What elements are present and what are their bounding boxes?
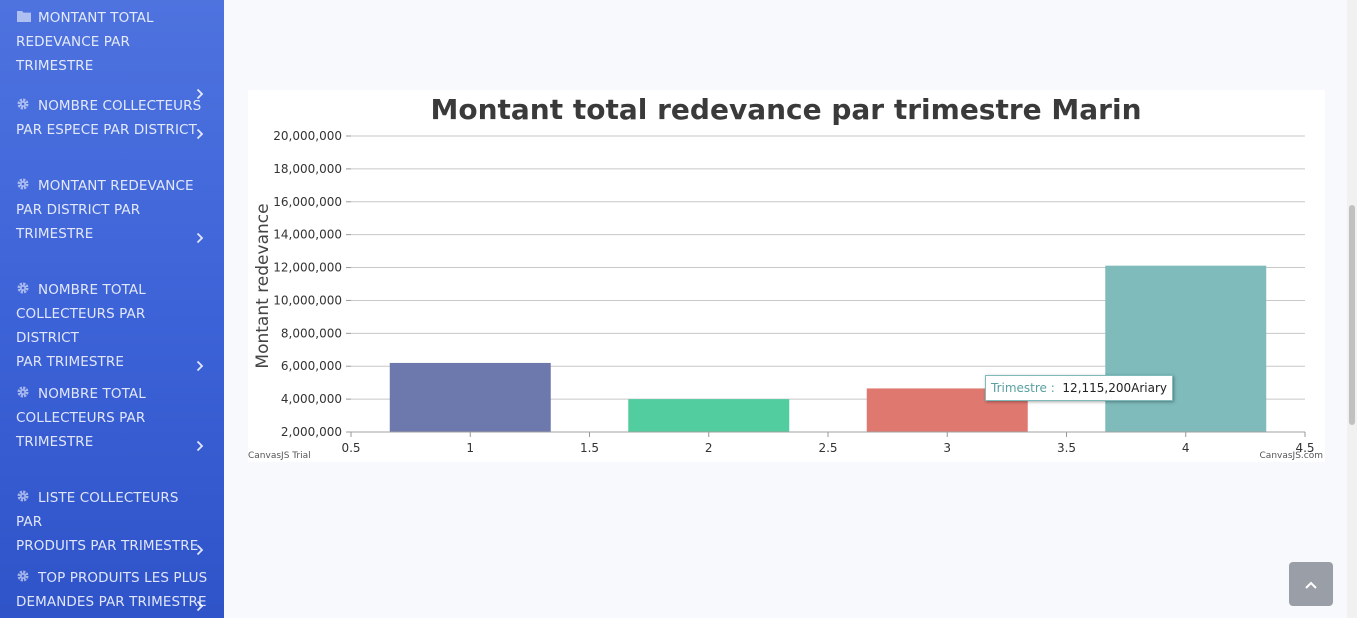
y-tick-label: 10,000,000 <box>273 293 342 307</box>
y-tick-label: 4,000,000 <box>281 392 342 406</box>
sidebar-item-label: MONTANT TOTAL <box>38 10 154 26</box>
chart-card: Montant total redevance par trimestre Ma… <box>248 90 1325 462</box>
sidebar-item-label: PAR DISTRICT PAR <box>16 202 141 218</box>
y-tick-label: 8,000,000 <box>281 326 342 340</box>
sidebar-item-label: TOP PRODUITS LES PLUS <box>38 570 208 586</box>
tooltip-label: Trimestre : <box>991 381 1055 395</box>
x-tick-label: 2 <box>705 441 713 455</box>
bar-trimestre-1 <box>389 362 551 432</box>
sidebar-item-4[interactable]: NOMBRE TOTAL COLLECTEURS PAR DISTRICT PAR … <box>16 278 208 374</box>
bar-chart: Montant total redevance par trimestre Ma… <box>248 93 1323 461</box>
sidebar: MONTANT TOTAL REDEVANCE PAR TRIMESTRE NOMB… <box>0 0 224 618</box>
sidebar-item-1[interactable]: MONTANT TOTAL REDEVANCE PAR TRIMESTRE <box>16 6 208 102</box>
scroll-to-top-button[interactable] <box>1289 562 1333 606</box>
gear-icon <box>16 383 32 398</box>
sidebar-item-label: PRODUITS PAR TRIMESTRE <box>16 538 199 554</box>
y-tick-label: 6,000,000 <box>281 359 342 373</box>
sidebar-item-label: NOMBRE TOTAL <box>38 282 146 298</box>
sidebar-item-label: COLLECTEURS PAR DISTRICT <box>16 306 146 346</box>
sidebar-item-label: REDEVANCE PAR TRIMESTRE <box>16 34 130 74</box>
gear-icon <box>16 567 32 582</box>
sidebar-item-3[interactable]: MONTANT REDEVANCE PAR DISTRICT PAR TRIMEST… <box>16 174 208 246</box>
sidebar-item-6[interactable]: LISTE COLLECTEURS PAR PRODUITS PAR TRIMES… <box>16 486 208 558</box>
tooltip-value: 12,115,200Ariary <box>1062 381 1167 395</box>
sidebar-item-7[interactable]: TOP PRODUITS LES PLUS DEMANDES PAR TRIMES… <box>16 566 208 614</box>
y-tick-label: 14,000,000 <box>273 228 342 242</box>
x-tick-label: 1 <box>466 441 474 455</box>
x-tick-label: 3.5 <box>1057 441 1076 455</box>
y-tick-label: 16,000,000 <box>273 195 342 209</box>
bar-trimestre-2 <box>628 399 790 432</box>
chart-tooltip: Trimestre : 12,115,200Ariary <box>985 375 1173 401</box>
chevron-up-icon <box>1305 581 1317 589</box>
chevron-right-icon <box>196 124 204 140</box>
page-scrollbar[interactable] <box>1347 0 1357 618</box>
x-tick-label: 0.5 <box>341 441 360 455</box>
y-tick-label: 18,000,000 <box>273 162 342 176</box>
sidebar-item-label: DEMANDES PAR TRIMESTRE <box>16 594 207 610</box>
y-tick-label: 12,000,000 <box>273 261 342 275</box>
canvasjs-credit-link: CanvasJS.com <box>1260 451 1323 461</box>
sidebar-item-label: COLLECTEURS PAR <box>16 410 146 426</box>
x-tick-label: 2.5 <box>818 441 837 455</box>
y-tick-label: 20,000,000 <box>273 129 342 143</box>
sidebar-item-label: LISTE COLLECTEURS PAR <box>16 490 179 530</box>
gear-icon <box>16 279 32 294</box>
sidebar-item-label: NOMBRE TOTAL <box>38 386 146 402</box>
x-tick-label: 1.5 <box>580 441 599 455</box>
gear-icon <box>16 487 32 502</box>
chevron-right-icon <box>196 436 204 452</box>
bar-trimestre-4 <box>1105 265 1267 432</box>
chevron-right-icon <box>196 540 204 556</box>
x-tick-label: 4 <box>1182 441 1190 455</box>
chart-title: Montant total redevance par trimestre Ma… <box>430 93 1141 126</box>
x-tick-label: 4.5 <box>1295 441 1314 455</box>
sidebar-item-2[interactable]: NOMBRE COLLECTEURS PAR ESPECE PAR DISTRIC… <box>16 94 208 142</box>
sidebar-item-label: PAR ESPECE PAR DISTRICT <box>16 122 197 138</box>
gear-icon <box>16 175 32 190</box>
chevron-right-icon <box>196 356 204 372</box>
sidebar-item-label: PAR TRIMESTRE <box>16 354 124 370</box>
y-tick-label: 2,000,000 <box>281 425 342 439</box>
gear-icon <box>16 95 32 110</box>
folder-icon <box>16 7 32 22</box>
sidebar-item-5[interactable]: NOMBRE TOTAL COLLECTEURS PAR TRIMESTRE <box>16 382 208 454</box>
sidebar-item-label: NOMBRE COLLECTEURS <box>38 98 202 114</box>
x-tick-label: 3 <box>943 441 951 455</box>
sidebar-item-label: TRIMESTRE <box>16 226 94 242</box>
sidebar-item-label: TRIMESTRE <box>16 434 94 450</box>
chevron-right-icon <box>196 596 204 612</box>
canvasjs-trial-credit: CanvasJS Trial <box>248 451 311 461</box>
sidebar-item-label: MONTANT REDEVANCE <box>38 178 194 194</box>
chevron-right-icon <box>196 84 204 100</box>
chevron-right-icon <box>196 228 204 244</box>
scrollbar-thumb[interactable] <box>1349 205 1355 425</box>
y-axis-label: Montant redevance <box>253 203 273 368</box>
